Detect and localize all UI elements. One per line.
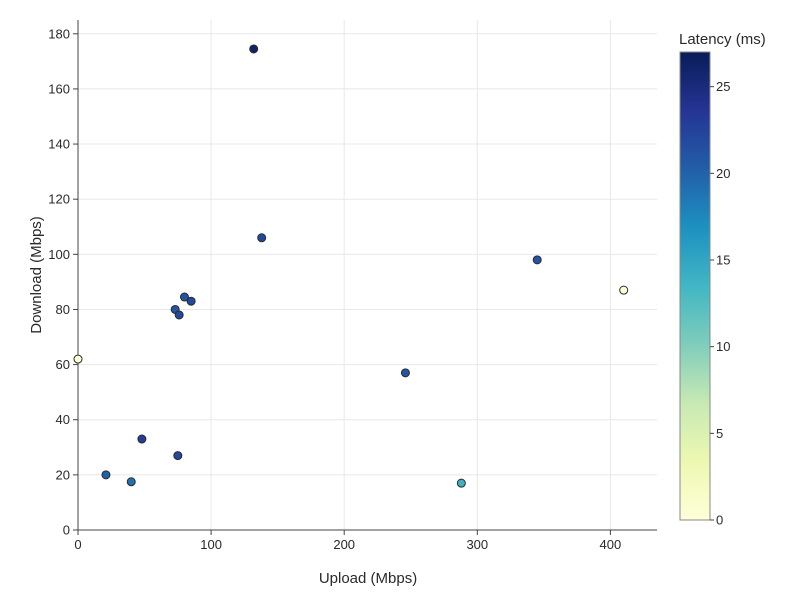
y-tick-label: 60 bbox=[56, 357, 70, 372]
x-tick-label: 100 bbox=[200, 537, 222, 552]
x-tick-label: 0 bbox=[74, 537, 81, 552]
y-tick-label: 0 bbox=[63, 523, 70, 538]
y-tick-label: 80 bbox=[56, 302, 70, 317]
y-tick-label: 180 bbox=[48, 26, 70, 41]
colorbar-title: Latency (ms) bbox=[679, 31, 766, 48]
data-point bbox=[400, 368, 410, 378]
data-point bbox=[73, 354, 83, 364]
colorbar-tick-label: 0 bbox=[716, 513, 723, 528]
data-point bbox=[137, 434, 147, 444]
y-tick-label: 100 bbox=[48, 247, 70, 262]
data-point bbox=[101, 470, 111, 480]
colorbar-tick-label: 15 bbox=[716, 253, 730, 268]
y-tick-label: 160 bbox=[48, 81, 70, 96]
colorbar-gradient bbox=[679, 51, 711, 521]
colorbar-tick-label: 20 bbox=[716, 166, 730, 181]
data-points bbox=[73, 44, 629, 488]
data-point bbox=[179, 292, 189, 302]
x-tick-label: 300 bbox=[466, 537, 488, 552]
y-tick-label: 140 bbox=[48, 137, 70, 152]
colorbar-tick-label: 10 bbox=[716, 339, 730, 354]
data-point bbox=[186, 296, 196, 306]
y-tick-label: 120 bbox=[48, 192, 70, 207]
data-point bbox=[619, 285, 629, 295]
data-point bbox=[174, 310, 184, 320]
x-tick-label: 400 bbox=[600, 537, 622, 552]
data-point bbox=[456, 478, 466, 488]
colorbar: 0 5 10 15 20 25 bbox=[679, 51, 730, 528]
y-axis-title: Download (Mbps) bbox=[28, 216, 45, 334]
gridlines bbox=[78, 20, 657, 530]
colorbar-tick-label: 5 bbox=[716, 426, 723, 441]
data-point bbox=[249, 44, 259, 54]
colorbar-tick-label: 25 bbox=[716, 79, 730, 94]
data-point bbox=[173, 451, 183, 461]
data-point bbox=[126, 477, 136, 487]
y-tick-label: 40 bbox=[56, 412, 70, 427]
axes: 0 20 40 60 80 100 120 140 160 180 0 100 200 300 400 bbox=[48, 20, 657, 552]
x-tick-label: 200 bbox=[333, 537, 355, 552]
x-axis-title: Upload (Mbps) bbox=[319, 570, 417, 587]
data-point bbox=[257, 233, 267, 243]
y-tick-label: 20 bbox=[56, 467, 70, 482]
data-point bbox=[532, 255, 542, 265]
